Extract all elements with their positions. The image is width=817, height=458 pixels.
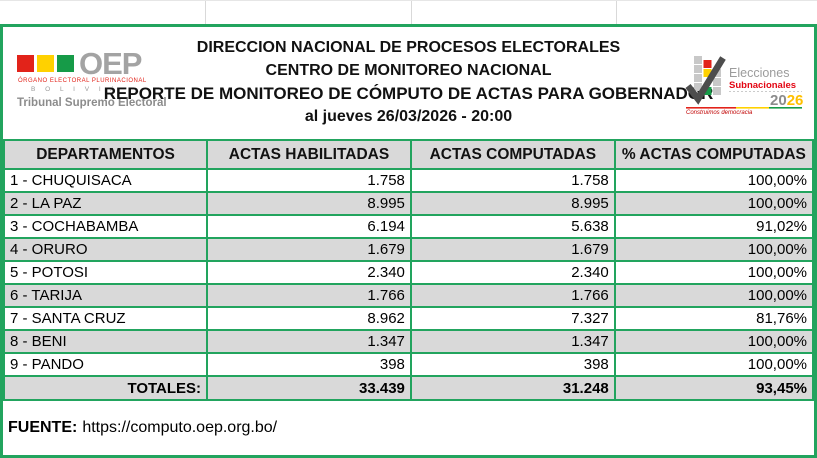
ballot-yellow-square (703, 69, 712, 77)
underline-green-segment (769, 107, 802, 109)
spreadsheet-top-strip (0, 0, 817, 25)
totals-computadas: 31.248 (409, 375, 616, 401)
cell-porcentaje: 100,00% (613, 352, 815, 377)
table-row: 2 - LA PAZ 8.995 8.995 100,00% (2, 191, 815, 216)
flag-red-square (17, 54, 34, 72)
source-url: https://computo.oep.org.bo/ (82, 419, 278, 436)
cell-computadas: 7.327 (409, 306, 616, 331)
report-header: OEP ÓRGANO ELECTORAL PLURINACIONAL B O L… (3, 27, 814, 139)
table-row: 8 - BENI 1.347 1.347 100,00% (2, 329, 815, 354)
totals-row: TOTALES: 33.439 31.248 93,45% (2, 375, 815, 401)
elecciones-text: Elecciones (729, 66, 789, 80)
cell-departamento: 5 - POTOSI (2, 260, 209, 285)
cell-habilitadas: 1.766 (206, 283, 412, 308)
grid-vline (411, 1, 412, 25)
report-titles: DIRECCION NACIONAL DE PROCESOS ELECTORAL… (3, 36, 814, 128)
cell-habilitadas: 1.758 (206, 168, 412, 193)
cell-habilitadas: 1.347 (206, 329, 412, 354)
table-row: 5 - POTOSI 2.340 2.340 100,00% (2, 260, 815, 285)
flag-yellow-square (37, 54, 54, 72)
grid-vline (205, 1, 206, 25)
ballot-red-square (703, 60, 712, 68)
oep-logo: OEP ÓRGANO ELECTORAL PLURINACIONAL B O L… (17, 48, 187, 109)
cell-departamento: 4 - ORURO (2, 237, 209, 262)
grid-vline (616, 1, 617, 25)
cell-porcentaje: 81,76% (613, 306, 815, 331)
title-direccion: DIRECCION NACIONAL DE PROCESOS ELECTORAL… (196, 39, 621, 56)
table-row: 4 - ORURO 1.679 1.679 100,00% (2, 237, 815, 262)
col-header-departamentos: DEPARTAMENTOS (2, 139, 209, 170)
cell-departamento: 3 - COCHABAMBA (2, 214, 209, 239)
cell-habilitadas: 6.194 (206, 214, 412, 239)
col-header-actas-habilitadas: ACTAS HABILITADAS (206, 139, 412, 170)
elecciones-subnacionales-logo: Elecciones Subnacionales 2026 Construimo… (685, 56, 803, 115)
cell-computadas: 1.679 (409, 237, 616, 262)
cell-habilitadas: 1.679 (206, 237, 412, 262)
cell-porcentaje: 100,00% (613, 260, 815, 285)
col-header-actas-computadas: ACTAS COMPUTADAS (409, 139, 616, 170)
oep-tribunal-text: Tribunal Supremo Electoral (17, 97, 167, 109)
cell-departamento: 8 - BENI (2, 329, 209, 354)
cell-departamento: 2 - LA PAZ (2, 191, 209, 216)
table-header-row: DEPARTAMENTOS ACTAS HABILITADAS ACTAS CO… (2, 139, 815, 170)
source-footer: FUENTE: https://computo.oep.org.bo/ (3, 401, 814, 455)
totals-habilitadas: 33.439 (206, 375, 412, 401)
cell-porcentaje: 100,00% (613, 283, 815, 308)
ballot-green-square (703, 87, 712, 95)
cell-computadas: 2.340 (409, 260, 616, 285)
title-fecha: al jueves 26/03/2026 - 20:00 (304, 108, 513, 125)
cell-computadas: 5.638 (409, 214, 616, 239)
table-row: 6 - TARIJA 1.766 1.766 100,00% (2, 283, 815, 308)
cell-departamento: 6 - TARIJA (2, 283, 209, 308)
cell-habilitadas: 398 (206, 352, 412, 377)
oep-organo-text: ÓRGANO ELECTORAL PLURINACIONAL (18, 78, 147, 84)
totals-label: TOTALES: (2, 375, 209, 401)
source-label: FUENTE: (8, 419, 78, 436)
underline-red-segment (686, 107, 736, 109)
tagline-text: Construimos democracia (686, 110, 753, 115)
cell-porcentaje: 100,00% (613, 329, 815, 354)
checkmark-icon (685, 56, 726, 105)
table-row: 3 - COCHABAMBA 6.194 5.638 91,02% (2, 214, 815, 239)
title-reporte: REPORTE DE MONITOREO DE CÓMPUTO DE ACTAS… (103, 84, 714, 103)
cell-habilitadas: 2.340 (206, 260, 412, 285)
cell-computadas: 1.766 (409, 283, 616, 308)
col-header-porcentaje: % ACTAS COMPUTADAS (613, 139, 815, 170)
flag-green-square (57, 54, 74, 72)
cell-departamento: 7 - SANTA CRUZ (2, 306, 209, 331)
cell-porcentaje: 100,00% (613, 237, 815, 262)
cell-porcentaje: 100,00% (613, 191, 815, 216)
table-row: 7 - SANTA CRUZ 8.962 7.327 81,76% (2, 306, 815, 331)
subnacionales-text: Subnacionales (729, 80, 796, 91)
cell-porcentaje: 100,00% (613, 168, 815, 193)
oep-bolivia-text: B O L I V I A (31, 86, 119, 93)
cell-computadas: 398 (409, 352, 616, 377)
cell-computadas: 1.758 (409, 168, 616, 193)
cell-habilitadas: 8.995 (206, 191, 412, 216)
cell-porcentaje: 91,02% (613, 214, 815, 239)
title-centro: CENTRO DE MONITOREO NACIONAL (265, 62, 552, 79)
cell-computadas: 8.995 (409, 191, 616, 216)
totals-porcentaje: 93,45% (613, 375, 815, 401)
cell-departamento: 9 - PANDO (2, 352, 209, 377)
actas-table: DEPARTAMENTOS ACTAS HABILITADAS ACTAS CO… (2, 139, 815, 401)
table-row: 1 - CHUQUISACA 1.758 1.758 100,00% (2, 168, 815, 193)
table-row: 9 - PANDO 398 398 100,00% (2, 352, 815, 377)
cell-departamento: 1 - CHUQUISACA (2, 168, 209, 193)
cell-computadas: 1.347 (409, 329, 616, 354)
year-2026: 2026 (770, 92, 803, 109)
cell-habilitadas: 8.962 (206, 306, 412, 331)
underline-yellow-segment (736, 107, 769, 109)
report-frame: OEP ÓRGANO ELECTORAL PLURINACIONAL B O L… (0, 24, 817, 458)
